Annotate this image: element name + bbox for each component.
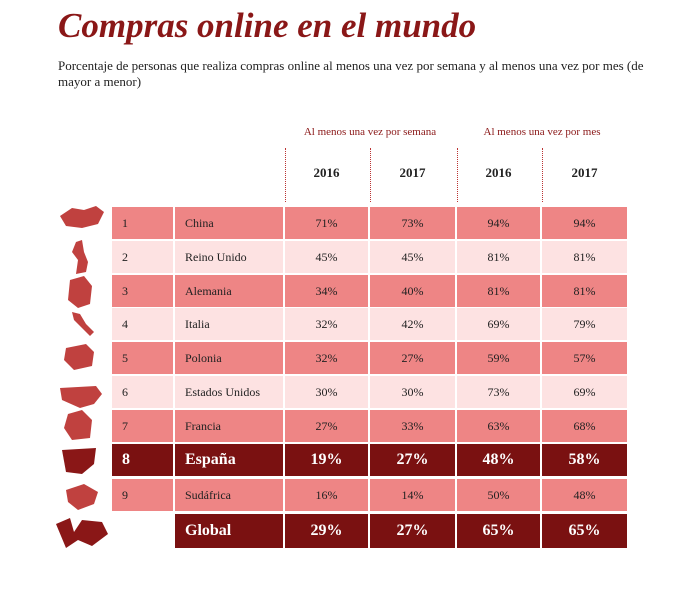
rank-cell: 4	[112, 308, 173, 340]
value-cell: 58%	[542, 444, 627, 476]
value-cell: 32%	[285, 342, 368, 374]
value-cell: 94%	[457, 207, 540, 239]
total-value: 29%	[285, 514, 368, 548]
divider	[542, 148, 543, 202]
value-cell: 73%	[457, 376, 540, 408]
value-cell: 69%	[542, 376, 627, 408]
value-cell: 81%	[457, 275, 540, 307]
value-cell: 30%	[285, 376, 368, 408]
rank-cell: 2	[112, 241, 173, 273]
value-cell: 33%	[370, 410, 455, 442]
country-cell: Alemania	[175, 275, 283, 307]
value-cell: 79%	[542, 308, 627, 340]
year-header: 2016	[313, 165, 340, 180]
year-header: 2017	[399, 165, 426, 180]
map-icons	[56, 206, 108, 548]
value-cell: 19%	[285, 444, 368, 476]
value-cell: 34%	[285, 275, 368, 307]
total-label: Global	[175, 514, 283, 548]
value-cell: 27%	[370, 342, 455, 374]
total-value: 27%	[370, 514, 455, 548]
rank-cell: 1	[112, 207, 173, 239]
rank-cell: 9	[112, 479, 173, 511]
rank-cell: 3	[112, 275, 173, 307]
value-cell: 63%	[457, 410, 540, 442]
value-cell: 50%	[457, 479, 540, 511]
title: Compras online en el mundo	[58, 6, 477, 45]
value-cell: 40%	[370, 275, 455, 307]
country-cell: Sudáfrica	[175, 479, 283, 511]
value-cell: 27%	[285, 410, 368, 442]
rank-cell: 8	[112, 444, 173, 476]
rank-cell: 7	[112, 410, 173, 442]
value-cell: 32%	[285, 308, 368, 340]
country-cell: Reino Unido	[175, 241, 283, 273]
value-cell: 57%	[542, 342, 627, 374]
value-cell: 68%	[542, 410, 627, 442]
total-value: 65%	[457, 514, 540, 548]
value-cell: 71%	[285, 207, 368, 239]
country-cell: Francia	[175, 410, 283, 442]
value-cell: 81%	[542, 275, 627, 307]
value-cell: 16%	[285, 479, 368, 511]
value-cell: 69%	[457, 308, 540, 340]
value-cell: 14%	[370, 479, 455, 511]
value-cell: 45%	[285, 241, 368, 273]
country-cell: Italia	[175, 308, 283, 340]
total-value: 65%	[542, 514, 627, 548]
value-cell: 48%	[542, 479, 627, 511]
group-header: Al menos una vez por semana	[303, 126, 437, 138]
value-cell: 73%	[370, 207, 455, 239]
value-cell: 94%	[542, 207, 627, 239]
year-header: 2017	[571, 165, 598, 180]
country-cell: China	[175, 207, 283, 239]
group-header: Al menos una vez por mes	[483, 126, 601, 138]
rank-cell: 6	[112, 376, 173, 408]
divider	[457, 148, 458, 202]
value-cell: 42%	[370, 308, 455, 340]
country-cell: Polonia	[175, 342, 283, 374]
subtitle: Porcentaje de personas que realiza compr…	[58, 58, 644, 89]
divider	[370, 148, 371, 202]
value-cell: 81%	[542, 241, 627, 273]
value-cell: 27%	[370, 444, 455, 476]
rank-cell: 5	[112, 342, 173, 374]
year-header: 2016	[485, 165, 512, 180]
divider	[285, 148, 286, 202]
country-cell: Estados Unidos	[175, 376, 283, 408]
value-cell: 30%	[370, 376, 455, 408]
value-cell: 48%	[457, 444, 540, 476]
value-cell: 59%	[457, 342, 540, 374]
value-cell: 81%	[457, 241, 540, 273]
country-cell: España	[175, 444, 283, 476]
value-cell: 45%	[370, 241, 455, 273]
